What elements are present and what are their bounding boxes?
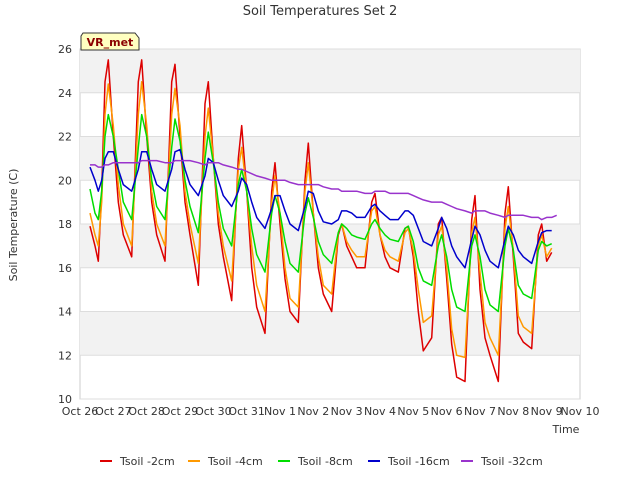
x-tick-label: Nov 6	[431, 405, 463, 418]
x-axis-title: Time	[552, 423, 580, 436]
y-tick-label: 24	[58, 87, 72, 100]
badge-box	[80, 32, 140, 51]
legend-item: Tsoil -2cm	[100, 455, 175, 468]
station-badge: VR_met	[80, 32, 140, 51]
legend-label: Tsoil -16cm	[387, 455, 450, 468]
x-tick-label: Nov 3	[331, 405, 363, 418]
x-tick-label: Oct 30	[195, 405, 232, 418]
series-layer	[89, 59, 557, 383]
legend-item: Tsoil -4cm	[188, 455, 263, 468]
y-tick-label: 16	[58, 262, 72, 275]
x-tick-label: Nov 4	[364, 405, 396, 418]
legend-item: Tsoil -32cm	[461, 455, 543, 468]
series-line-tsoil-16cm	[89, 148, 552, 269]
y-tick-label: 14	[58, 306, 72, 319]
y-tick-label: 26	[58, 43, 72, 56]
x-tick-label: Nov 10	[561, 405, 600, 418]
y-axis-ticks: 10 12 14 16 18 20 22 24 26	[58, 43, 72, 406]
x-tick-label: Oct 28	[128, 405, 165, 418]
x-tick-label: Nov 1	[264, 405, 296, 418]
y-tick-label: 18	[58, 218, 72, 231]
grid-band	[80, 224, 580, 268]
series-line-tsoil-8cm	[89, 113, 553, 313]
y-tick-label: 22	[58, 131, 72, 144]
grid-lines	[80, 48, 580, 400]
grid-band	[80, 311, 580, 356]
legend-label: Tsoil -2cm	[119, 455, 175, 468]
chart-title: Soil Temperatures Set 2	[243, 4, 398, 19]
grid-bands	[80, 49, 580, 356]
y-tick-label: 10	[58, 393, 72, 406]
x-tick-label: Oct 29	[162, 405, 199, 418]
x-tick-label: Oct 31	[228, 405, 265, 418]
x-tick-label: Nov 8	[497, 405, 529, 418]
x-tick-label: Nov 7	[464, 405, 496, 418]
legend-item: Tsoil -16cm	[368, 455, 450, 468]
legend: Tsoil -2cm Tsoil -4cm Tsoil -8cm Tsoil -16c…	[100, 455, 543, 468]
y-tick-label: 20	[58, 174, 72, 187]
legend-label: Tsoil -32cm	[480, 455, 543, 468]
x-tick-label: Oct 26	[62, 405, 99, 418]
legend-label: Tsoil -4cm	[207, 455, 263, 468]
badge-label: VR_met	[87, 36, 134, 49]
x-tick-label: Nov 9	[531, 405, 563, 418]
legend-label: Tsoil -8cm	[297, 455, 353, 468]
x-tick-label: Oct 27	[95, 405, 132, 418]
grid-band	[80, 49, 580, 93]
series-line-tsoil-4cm	[89, 81, 553, 359]
x-tick-label: Nov 5	[397, 405, 429, 418]
legend-item: Tsoil -8cm	[278, 455, 353, 468]
grid-band	[80, 136, 580, 181]
y-tick-label: 12	[58, 349, 72, 362]
x-tick-label: Nov 2	[297, 405, 329, 418]
y-axis-title: Soil Temperature (C)	[7, 169, 20, 282]
series-line-tsoil-32cm	[90, 159, 557, 221]
